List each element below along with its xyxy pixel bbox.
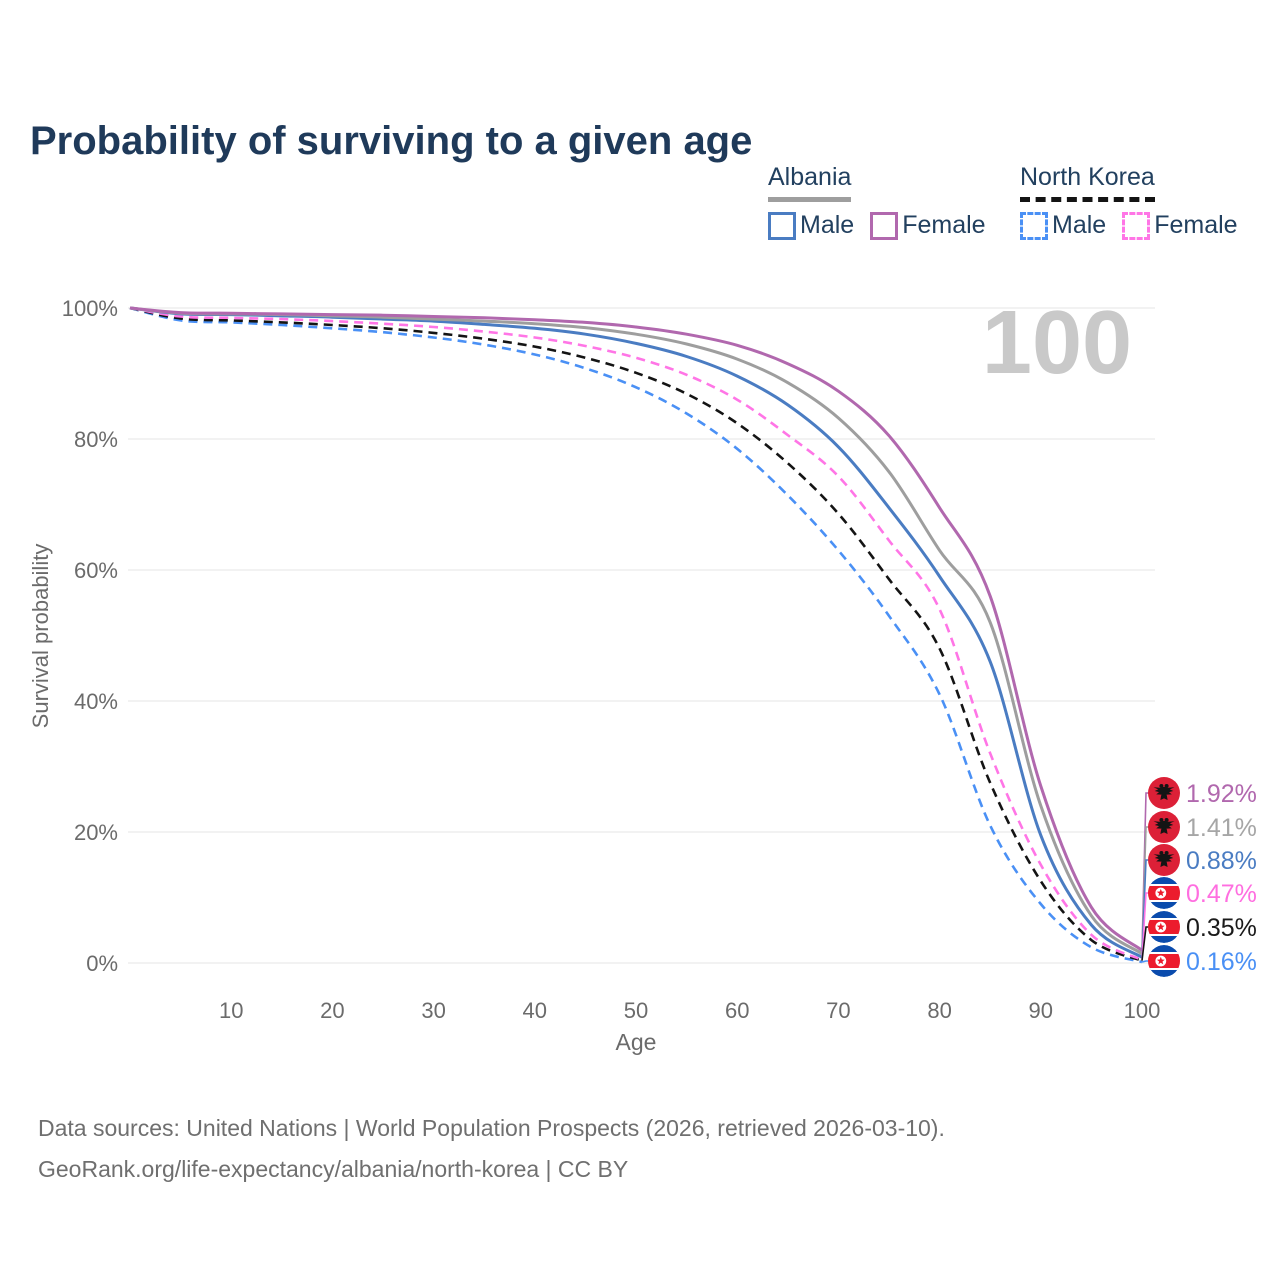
end-label-flag-albania-male [1148,844,1180,876]
page-title: Probability of surviving to a given age [30,118,753,163]
end-label-flag-nk-all [1148,911,1180,943]
legend-item-north-korea-female[interactable]: Female [1122,211,1238,240]
series-line-nk-all[interactable] [129,306,1143,962]
x-axis-tick-label: 90 [1029,998,1053,1023]
red-star-icon [1156,922,1165,931]
end-value-label-albania-all: 1.41% [1186,814,1257,842]
legend-label: Female [902,211,986,239]
y-axis-tick-label: 60% [74,558,118,583]
series-line-albania-female[interactable] [129,306,1143,952]
x-axis-tick-label: 70 [826,998,850,1023]
end-label-flag-nk-female [1148,877,1180,909]
albania-female-swatch-icon [870,211,899,240]
legend-group-north-korea: North Korea Male Female [1020,163,1238,240]
x-axis-tick-label: 80 [927,998,951,1023]
footer-sources-line: Data sources: United Nations | World Pop… [38,1115,945,1141]
y-axis-tick-label: 40% [74,689,118,714]
legend-item-albania-male[interactable]: Male [768,211,854,240]
legend-group-albania: Albania Male Female [768,163,986,240]
x-axis-tick-label: 50 [624,998,648,1023]
y-axis-title: Survival probability [28,544,53,729]
x-axis-tick-label: 30 [421,998,445,1023]
end-value-label-albania-male: 0.88% [1186,847,1257,875]
north-korea-flag-icon [1148,911,1180,943]
x-axis-tick-label: 100 [1124,998,1161,1023]
legend-item-albania-female[interactable]: Female [870,211,986,240]
legend-item-north-korea-male[interactable]: Male [1020,211,1106,240]
series-line-albania-all[interactable] [129,306,1143,956]
y-axis-tick-label: 100% [62,296,118,321]
legend-label: Male [1052,211,1107,239]
north-korea-flag-icon [1148,877,1180,909]
legend-items-albania: Male Female [768,211,986,240]
end-label-flag-nk-male [1148,945,1180,977]
y-axis-tick-label: 80% [74,427,118,452]
y-axis-tick-label: 0% [86,951,118,976]
legend-header-north-korea: North Korea [1020,163,1155,202]
y-axis-tick-label: 20% [74,820,118,845]
albania-male-swatch-icon [768,211,796,240]
double-headed-eagle-icon [1153,784,1175,800]
age-watermark: 100 [982,293,1132,393]
double-headed-eagle-icon [1153,818,1175,834]
footer-url-line: GeoRank.org/life-expectancy/albania/nort… [38,1156,629,1182]
legend-label: Female [1154,211,1238,239]
end-value-label-nk-all: 0.35% [1186,914,1257,942]
end-value-label-nk-male: 0.16% [1186,948,1257,976]
x-axis-tick-label: 10 [219,998,243,1023]
x-axis-tick-label: 40 [523,998,547,1023]
series-line-nk-male[interactable] [129,306,1143,964]
end-label-flag-albania-all [1148,811,1180,843]
end-value-label-nk-female: 0.47% [1186,880,1257,908]
x-axis-tick-label: 60 [725,998,749,1023]
north-korea-flag-icon [1148,945,1180,977]
series-line-albania-male[interactable] [129,306,1143,959]
end-label-flag-albania-female [1148,777,1180,809]
double-headed-eagle-icon [1153,851,1175,867]
legend-items-north-korea: Male Female [1020,211,1238,240]
red-star-icon [1156,956,1165,965]
legend-label: Male [800,211,855,239]
legend-header-albania: Albania [768,163,852,202]
series-line-nk-female[interactable] [129,306,1143,962]
north-korea-female-swatch-icon [1122,211,1151,240]
data-sources-footer: Data sources: United Nations | World Pop… [38,1108,945,1190]
end-value-label-albania-female: 1.92% [1186,780,1257,808]
red-star-icon [1156,888,1165,897]
x-axis-tick-label: 20 [320,998,344,1023]
x-axis-title: Age [616,1029,657,1055]
north-korea-male-swatch-icon [1020,211,1048,240]
